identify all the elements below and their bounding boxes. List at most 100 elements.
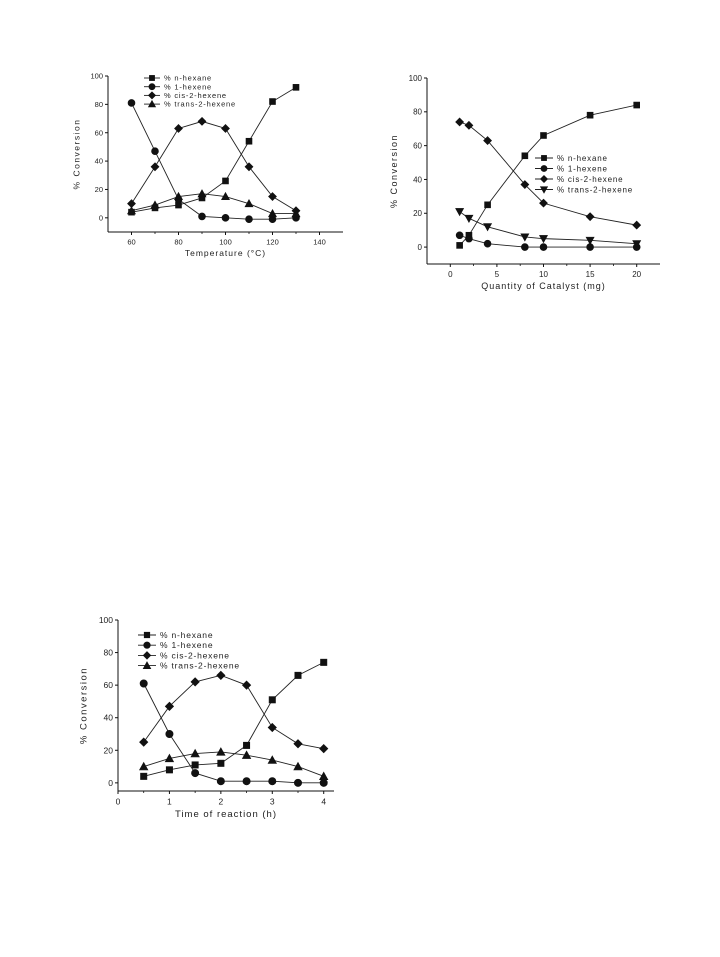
data-point	[483, 239, 492, 248]
x-tick-label: 15	[586, 270, 595, 279]
data-point	[216, 747, 226, 756]
series-diamond	[139, 670, 329, 754]
series-line	[143, 674, 324, 750]
data-point	[164, 701, 175, 711]
x-tick-label: 0	[116, 797, 121, 807]
data-point	[197, 116, 207, 126]
legend-marker	[149, 75, 155, 81]
x-tick-label: 10	[539, 270, 548, 279]
legend-label: % trans-2-hexene	[160, 661, 240, 671]
legend-marker	[539, 186, 549, 194]
y-tick-label: 40	[104, 713, 114, 723]
series-line	[459, 121, 637, 226]
x-tick-label: 4	[321, 797, 326, 807]
data-point	[520, 233, 530, 242]
y-tick-label: 60	[413, 141, 422, 150]
legend-marker	[539, 174, 549, 184]
data-point	[267, 755, 277, 764]
x-tick-label: 80	[174, 238, 182, 247]
data-point	[268, 777, 277, 786]
series-diamond	[455, 117, 642, 230]
data-point	[585, 212, 595, 222]
x-tick-label: 140	[313, 238, 326, 247]
data-point	[220, 191, 231, 201]
x-axis-label: Time of reaction (h)	[175, 809, 277, 820]
data-point	[241, 750, 252, 759]
x-tick-label: 100	[219, 238, 232, 247]
data-point	[221, 214, 230, 222]
data-point	[269, 98, 276, 105]
chart-panel-3: 0 20 40 60 80 100 0 1 2 3 4 Time of reaction (h) % C…	[79, 615, 334, 820]
y-tick-label: 80	[104, 648, 114, 658]
y-tick-label: 0	[108, 778, 113, 788]
legend-marker	[147, 99, 157, 108]
legend-marker	[142, 661, 152, 669]
legend-marker	[540, 165, 548, 172]
legend-label: % 1-hexene	[557, 164, 608, 173]
data-point	[191, 769, 200, 778]
data-point	[520, 180, 530, 189]
data-point	[174, 124, 183, 133]
x-tick-label: 1	[167, 797, 172, 807]
legend-label: % n-hexane	[160, 630, 213, 640]
series-circle	[455, 231, 641, 251]
data-point	[245, 137, 253, 145]
x-axis-label: Quantity of Catalyst (mg)	[481, 281, 606, 291]
series-triangle-up	[139, 747, 329, 781]
data-point	[585, 236, 595, 245]
data-point	[267, 208, 278, 218]
data-point	[292, 84, 300, 91]
y-axis-label: % Conversion	[389, 134, 399, 208]
series-line	[143, 751, 324, 777]
data-point	[139, 679, 148, 688]
data-point	[164, 753, 175, 763]
y-tick-label: 80	[95, 100, 103, 109]
x-tick-label: 0	[448, 270, 453, 279]
data-point	[216, 670, 226, 680]
chart-panel-2: 0 20 40 60 80 100 0 5 10 15 20 Quantity of Catalyst…	[389, 74, 660, 291]
data-point	[191, 761, 199, 769]
series-circle	[127, 99, 300, 224]
legend-entry: % 1-hexene	[144, 82, 211, 91]
data-point	[217, 759, 225, 767]
legend-label: % cis-2-hexene	[557, 175, 623, 184]
data-point	[540, 132, 547, 139]
data-point	[139, 737, 149, 747]
data-point	[268, 696, 276, 704]
x-tick-label: 5	[495, 270, 500, 279]
legend-marker	[143, 631, 151, 639]
legend-entry: % n-hexane	[535, 154, 607, 163]
y-tick-label: 40	[413, 175, 422, 184]
data-point	[268, 192, 277, 201]
legend-marker	[147, 91, 157, 100]
legend-label: % cis-2-hexene	[160, 650, 230, 660]
legend-entry: % trans-2-hexene	[138, 661, 240, 671]
y-tick-label: 60	[95, 128, 103, 137]
data-point	[464, 214, 474, 223]
series-triangle-down	[455, 208, 642, 249]
legend-marker	[148, 83, 156, 91]
y-tick-label: 20	[95, 185, 103, 194]
data-point	[455, 117, 465, 127]
data-point	[198, 212, 206, 221]
legend-entry: % 1-hexene	[535, 164, 608, 173]
data-point	[521, 152, 529, 160]
data-point	[242, 777, 251, 786]
data-point	[126, 206, 137, 215]
data-point	[319, 744, 329, 754]
data-point	[150, 162, 160, 172]
series-line	[131, 102, 297, 220]
data-point	[539, 198, 548, 208]
data-point	[293, 761, 303, 771]
y-tick-label: 0	[99, 213, 103, 222]
data-point	[127, 99, 136, 107]
data-point	[538, 235, 549, 244]
legend-label: % n-hexane	[164, 74, 212, 83]
legend-label: % cis-2-hexene	[164, 91, 227, 100]
y-tick-label: 0	[418, 243, 423, 252]
data-point	[320, 658, 328, 666]
x-axis-label: Temperature (°C)	[185, 248, 266, 258]
data-point	[539, 243, 548, 251]
series-line	[143, 683, 324, 784]
data-point	[241, 680, 252, 690]
